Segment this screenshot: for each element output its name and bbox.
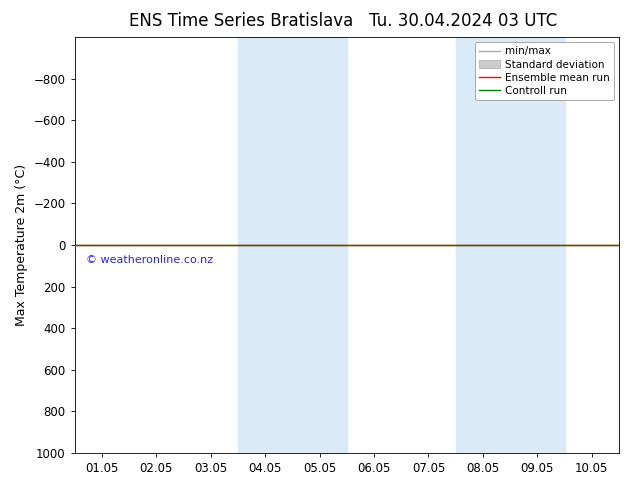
Text: Tu. 30.04.2024 03 UTC: Tu. 30.04.2024 03 UTC <box>369 12 557 30</box>
Legend: min/max, Standard deviation, Ensemble mean run, Controll run: min/max, Standard deviation, Ensemble me… <box>475 42 614 100</box>
Text: ENS Time Series Bratislava: ENS Time Series Bratislava <box>129 12 353 30</box>
Y-axis label: Max Temperature 2m (°C): Max Temperature 2m (°C) <box>15 164 28 326</box>
Text: © weatheronline.co.nz: © weatheronline.co.nz <box>86 255 213 266</box>
Bar <box>238 37 347 453</box>
Bar <box>456 37 564 453</box>
